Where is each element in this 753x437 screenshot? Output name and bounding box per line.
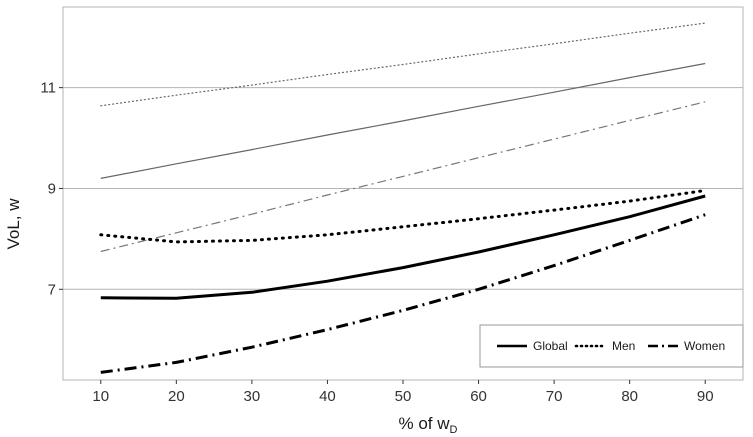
y-axis-title: VoL, w (4, 198, 23, 250)
y-tick-label: 7 (48, 281, 56, 298)
x-tick-label: 90 (697, 388, 714, 405)
legend-label-global: Global (533, 339, 568, 353)
y-tick-label: 11 (40, 80, 56, 97)
plot-panel (62, 6, 744, 381)
series-layer (99, 22, 707, 374)
x-tick-label: 10 (92, 388, 109, 405)
x-tick-label: 60 (470, 388, 487, 405)
x-axis: 10 20 30 40 50 60 70 80 90 (92, 380, 714, 405)
series-line-men-thin (100, 22, 706, 107)
legend-item-women: Women (648, 339, 725, 353)
series-line-men-thick (99, 189, 707, 244)
x-tick-label: 30 (244, 388, 261, 405)
legend-label-women: Women (684, 339, 725, 353)
x-tick-label: 80 (621, 388, 638, 405)
legend: Global Men Women (479, 324, 744, 368)
series-line-global-thick (100, 194, 706, 300)
y-axis: 7 9 11 (40, 80, 63, 298)
x-tick-label: 20 (168, 388, 185, 405)
legend-label-men: Men (612, 339, 635, 353)
series-line-women-thick (100, 213, 706, 374)
x-axis-title-subscript: D (450, 424, 458, 436)
x-tick-label: 40 (319, 388, 336, 405)
y-tick-label: 9 (48, 180, 56, 197)
series-line-global-thin (100, 62, 706, 179)
x-tick-label: 50 (395, 388, 412, 405)
x-axis-title-main: % of w (399, 414, 451, 433)
series-line-women-thin (100, 101, 706, 253)
x-tick-label: 70 (546, 388, 563, 405)
x-axis-title: % of wD (399, 414, 458, 436)
gridlines (63, 87, 743, 290)
legend-item-men: Men (574, 339, 635, 353)
legend-item-global: Global (497, 339, 568, 353)
